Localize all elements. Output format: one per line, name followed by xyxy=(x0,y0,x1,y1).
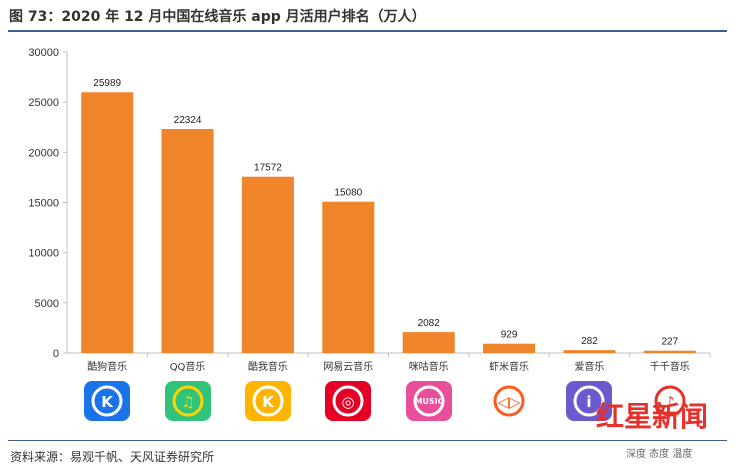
bar xyxy=(563,350,616,353)
bar xyxy=(483,343,536,353)
bottom-rule xyxy=(8,440,727,441)
svg-text:K: K xyxy=(262,393,275,411)
y-tick-label: 25000 xyxy=(28,97,59,109)
x-tick-label: 网易云音乐 xyxy=(323,360,373,373)
qq-music-icon: ♫ xyxy=(164,381,211,421)
x-tick-label: 酷狗音乐 xyxy=(87,360,127,373)
bar xyxy=(241,176,294,353)
x-tick-label: QQ音乐 xyxy=(170,360,206,373)
data-label: 929 xyxy=(501,330,518,341)
svg-text:MUSIC: MUSIC xyxy=(414,397,443,406)
y-tick-label: 10000 xyxy=(28,248,59,260)
data-label: 227 xyxy=(661,337,678,348)
svg-text:♫: ♫ xyxy=(181,393,194,411)
top-rule xyxy=(8,30,727,32)
x-tick-label: 千千音乐 xyxy=(650,360,690,373)
svg-text:i: i xyxy=(587,393,592,411)
source-note: 资料来源：易观千帆、天风证券研究所 xyxy=(10,450,215,464)
data-label: 15080 xyxy=(334,188,362,199)
svg-text:♪: ♪ xyxy=(665,393,675,411)
imusic-icon: i xyxy=(566,381,613,421)
svg-text:◁▷: ◁▷ xyxy=(498,393,522,411)
y-tick-label: 15000 xyxy=(28,198,59,210)
x-tick-label: 咪咕音乐 xyxy=(409,360,449,373)
watermark-logo-text: 红星新闻 xyxy=(596,400,709,433)
bar xyxy=(81,92,134,353)
y-tick-label: 30000 xyxy=(28,47,59,59)
x-tick-label: 酷我音乐 xyxy=(248,360,288,373)
y-tick-label: 0 xyxy=(53,348,59,360)
x-tick-label: 爱音乐 xyxy=(574,360,604,373)
watermark: 红星新闻 深度 态度 温度 xyxy=(596,395,726,465)
watermark-slogan: 深度 态度 温度 xyxy=(626,449,693,460)
y-tick-label: 5000 xyxy=(35,298,59,310)
svg-text:K: K xyxy=(101,393,114,411)
x-tick-label: 虾米音乐 xyxy=(489,360,529,373)
kuwo-icon: K xyxy=(244,381,291,421)
xiami-icon: ◁▷ xyxy=(486,381,533,421)
qianqian-icon: ♪ xyxy=(646,381,693,421)
data-label: 22324 xyxy=(174,115,202,126)
bar xyxy=(643,350,696,353)
data-label: 2082 xyxy=(418,318,441,329)
migu-icon: MUSIC xyxy=(405,381,452,421)
kugou-icon: K xyxy=(84,381,131,421)
data-label: 17572 xyxy=(254,163,282,174)
y-tick-label: 20000 xyxy=(28,147,59,159)
svg-text:◎: ◎ xyxy=(342,393,355,411)
bar-chart: 0 5000 10000 15000 20000 25000 30000 25989 酷狗音乐 2… xyxy=(28,47,711,373)
netease-icon: ◎ xyxy=(325,381,372,421)
chart-title: 图 73：2020 年 12 月中国在线音乐 app 月活用户排名（万人） xyxy=(9,9,426,25)
data-label: 25989 xyxy=(93,78,121,89)
bar xyxy=(161,129,214,353)
data-label: 282 xyxy=(581,336,598,347)
bar xyxy=(322,201,375,353)
bar xyxy=(402,332,455,353)
